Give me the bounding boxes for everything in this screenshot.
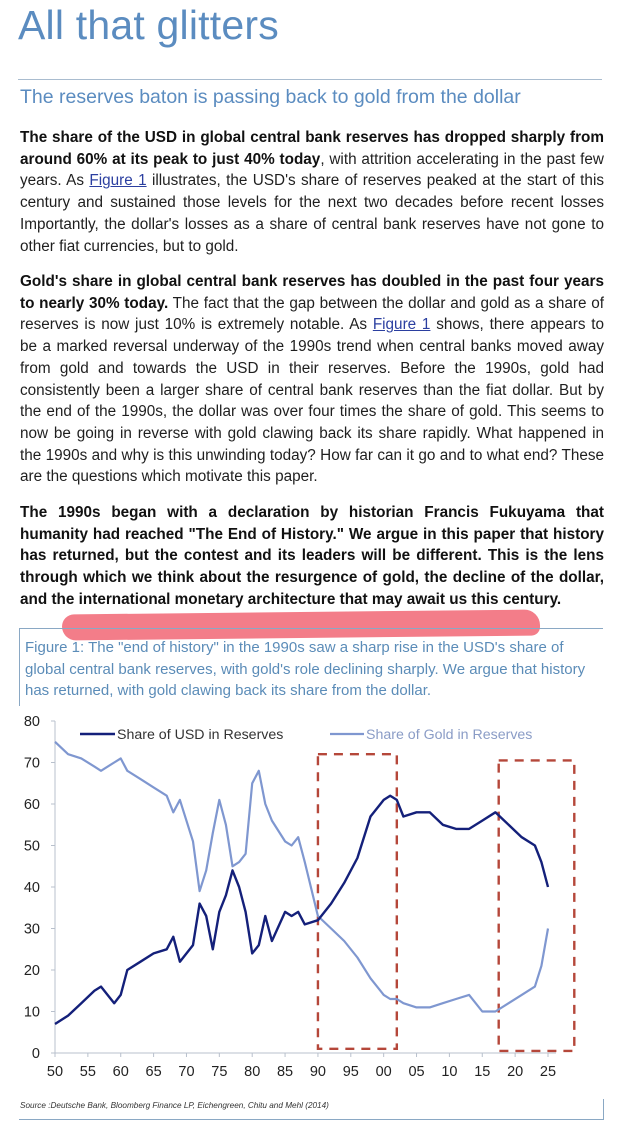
x-tick-label: 70 — [178, 1064, 194, 1080]
legend-gold-label: Share of Gold in Reserves — [366, 727, 532, 743]
y-tick-label: 0 — [32, 1046, 40, 1062]
figure-1-link[interactable]: Figure 1 — [372, 316, 431, 334]
y-tick-label: 10 — [24, 1005, 40, 1021]
y-tick-label: 70 — [24, 756, 40, 772]
y-tick-label: 20 — [24, 963, 40, 979]
x-tick-label: 65 — [146, 1064, 162, 1080]
chart-legend: Share of USD in Reserves Share of Gold in… — [80, 727, 532, 743]
source-frame-bottom — [19, 1119, 603, 1120]
chart-axes: 0 10 20 30 40 50 60 70 80 50 55 60 65 70 75 80 85 90 95 00 0… — [24, 714, 556, 1080]
figure-caption: Figure 1: The "end of history" in the 19… — [25, 639, 586, 699]
dashed-box — [316, 753, 399, 1051]
reserves-line-chart: 0 10 20 30 40 50 60 70 80 50 55 60 65 70 75 80 85 90 95 00 0… — [24, 714, 576, 1080]
x-tick-label: 25 — [540, 1064, 556, 1080]
source-frame-right — [603, 1099, 604, 1120]
x-tick-label: 00 — [376, 1064, 392, 1080]
paragraph-2-bold-lead: Gold's share in global central bank rese… — [20, 273, 604, 312]
chart-lines — [54, 741, 550, 1026]
paragraph-3-bold-text: The 1990s began with a declaration by hi… — [20, 504, 604, 608]
y-tick-label: 60 — [24, 797, 40, 813]
usd-share-line — [54, 794, 550, 1026]
paragraph-2: Gold's share in global central bank rese… — [20, 271, 604, 488]
paragraph-1-text-b: illustrates, the USD's share of reserves… — [20, 172, 604, 255]
x-tick-label: 85 — [277, 1064, 293, 1080]
x-tick-label: 55 — [80, 1064, 96, 1080]
x-tick-label: 05 — [408, 1064, 424, 1080]
figure-frame-top — [19, 628, 603, 629]
x-tick-label: 20 — [507, 1064, 523, 1080]
paragraph-2-text-b: shows, there appears to be a marked reve… — [20, 316, 604, 486]
x-tick-label: 50 — [47, 1064, 63, 1080]
paragraph-1: The share of the USD in global central b… — [20, 127, 604, 257]
x-tick-label: 90 — [310, 1064, 326, 1080]
paragraph-1-text-a: , with attrition accelerating in the pas… — [20, 150, 604, 190]
dashed-highlight-boxes — [316, 753, 576, 1053]
section-subtitle: The reserves baton is passing back to go… — [20, 86, 521, 108]
x-tick-label: 60 — [113, 1064, 129, 1080]
x-tick-label: 15 — [474, 1064, 490, 1080]
x-tick-label: 10 — [441, 1064, 457, 1080]
paragraph-1-bold-lead: The share of the USD in global central b… — [20, 129, 604, 168]
gold-share-line — [54, 741, 550, 1013]
title-divider — [18, 79, 602, 80]
y-tick-label: 80 — [24, 714, 40, 730]
paragraph-3: The 1990s began with a declaration by hi… — [20, 502, 604, 611]
figure-1-link[interactable]: Figure 1 — [89, 172, 147, 190]
document-title: All that glitters — [18, 2, 279, 48]
highlighter-mark — [61, 609, 541, 641]
legend-usd-label: Share of USD in Reserves — [117, 727, 283, 743]
y-tick-label: 50 — [24, 839, 40, 855]
y-tick-label: 40 — [24, 880, 40, 896]
y-tick-label: 30 — [24, 922, 40, 938]
paragraph-2-text-a: The fact that the gap between the dollar… — [20, 294, 604, 334]
x-tick-label: 80 — [244, 1064, 260, 1080]
x-tick-label: 75 — [211, 1064, 227, 1080]
figure-frame-left — [19, 628, 20, 706]
dashed-box — [497, 759, 576, 1053]
x-tick-label: 95 — [343, 1064, 359, 1080]
source-note: Source :Deutsche Bank, Bloomberg Finance… — [20, 1101, 329, 1110]
